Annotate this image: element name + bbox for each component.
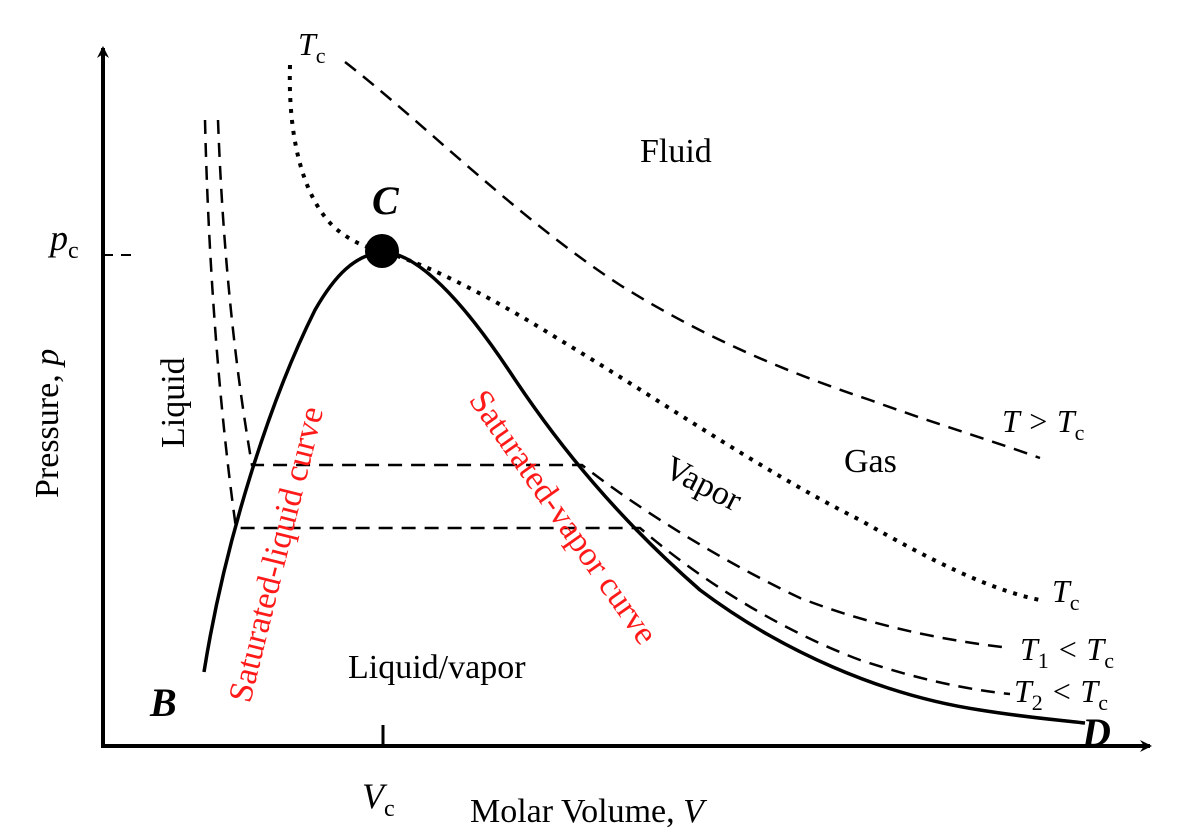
saturation-dome xyxy=(202,250,1086,725)
region-fluid-label: Fluid xyxy=(640,133,712,170)
t2-sub2: c xyxy=(1098,690,1108,715)
region-gas-label: Gas xyxy=(844,443,897,480)
isotherm-tc-top-label: Tc xyxy=(298,26,326,68)
isotherm-t-gt-tc-label: T > Tc xyxy=(1002,403,1085,445)
isotherm-t-gt-tc xyxy=(344,61,1041,460)
vc-sub: c xyxy=(384,796,395,822)
t1-b: < T xyxy=(1049,631,1107,667)
t1-a: T xyxy=(1020,631,1040,667)
t2-sub: 2 xyxy=(1032,690,1043,715)
tc-top-sub: c xyxy=(316,43,326,68)
tc-right-sub: c xyxy=(1070,590,1080,615)
isotherm-t1 xyxy=(216,119,1011,650)
isotherm-t2-label: T2 < Tc xyxy=(1014,673,1108,715)
pc-main: p xyxy=(47,218,68,258)
vc-label: Vc xyxy=(362,776,395,822)
critical-isotherm xyxy=(287,64,1041,602)
t2-b: < T xyxy=(1043,673,1101,709)
t1-sub: 1 xyxy=(1038,648,1049,673)
isotherm-t1-label: T1 < Tc xyxy=(1020,631,1114,673)
x-axis-label-text: Molar Volume, xyxy=(470,793,683,830)
isotherm-tc-right-label: Tc xyxy=(1052,573,1080,615)
pc-sub: c xyxy=(68,238,79,264)
y-axis-label-var: p xyxy=(29,349,66,368)
saturated-liquid-curve-label: Saturated-liquid curve xyxy=(222,403,331,706)
tc-right-main: T xyxy=(1052,573,1072,609)
pc-label: pc xyxy=(47,218,79,264)
isotherm-t2 xyxy=(203,119,1011,696)
region-vapor-label: Vapor xyxy=(658,449,748,519)
point-b-label: B xyxy=(149,680,177,725)
vc-main: V xyxy=(362,776,388,816)
y-axis-label: Pressure, p xyxy=(29,349,66,498)
point-d-label: D xyxy=(1081,710,1111,755)
tc-top-main: T xyxy=(298,26,318,62)
critical-point-label: C xyxy=(372,178,400,223)
t-gt-main: T > T xyxy=(1002,403,1077,439)
region-liquid-vapor-label: Liquid/vapor xyxy=(348,649,526,686)
t1-sub2: c xyxy=(1104,648,1114,673)
saturated-vapor-curve-label: Saturated-vapor curve xyxy=(461,383,664,651)
x-axis-label-var: V xyxy=(683,793,708,830)
t-gt-sub: c xyxy=(1075,420,1085,445)
y-axis-label-text: Pressure, xyxy=(29,366,66,498)
x-axis-label: Molar Volume, V xyxy=(470,793,708,830)
critical-point-marker xyxy=(365,234,399,268)
region-liquid-label: Liquid xyxy=(155,357,192,448)
t2-a: T xyxy=(1014,673,1034,709)
